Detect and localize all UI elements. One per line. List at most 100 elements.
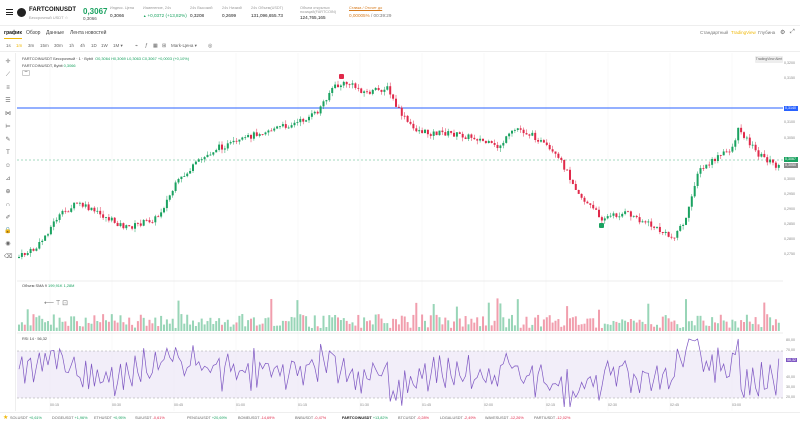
ticker-item[interactable]: DOGEUSDT +1,96%: [52, 416, 88, 420]
timeframe-15m[interactable]: 15m: [40, 43, 49, 48]
volume-bar: [516, 299, 519, 331]
tab-chart[interactable]: график: [4, 30, 22, 39]
candle-body: [635, 215, 638, 218]
rsi-line: [18, 338, 780, 408]
timeframe-1d[interactable]: 1D: [91, 43, 97, 48]
timeframe-1h[interactable]: 1h: [69, 43, 75, 48]
channel-icon[interactable]: ☰: [5, 98, 11, 104]
timeframe-4h[interactable]: 4h: [80, 43, 86, 48]
star-icon[interactable]: ★: [3, 415, 9, 421]
stat-low-24h: 24ч Низкий 0,2699: [222, 6, 242, 18]
volume-bar: [444, 317, 447, 331]
candle-body: [490, 141, 493, 143]
magnet-icon[interactable]: ∩: [5, 202, 11, 208]
volume-bar: [308, 326, 310, 331]
trendline-icon[interactable]: ⟋: [5, 72, 11, 78]
ticker-item[interactable]: WAVESUSDT -12,26%: [485, 416, 524, 420]
volume-bar: [209, 317, 212, 331]
candle-body: [241, 137, 244, 140]
price-chart[interactable]: [17, 53, 783, 411]
ticker-item[interactable]: PENGUUSDT +20,69%: [187, 416, 227, 420]
trash-icon[interactable]: ⌫: [4, 254, 13, 260]
candle-body: [696, 173, 699, 186]
candle-body: [511, 130, 513, 134]
brush-icon[interactable]: ✎: [5, 137, 11, 143]
price-type-select[interactable]: Mark-Цена ▾: [171, 43, 197, 48]
expand-icon[interactable]: ⤢: [790, 29, 795, 35]
volume-bar: [241, 314, 244, 331]
candle-body: [139, 223, 142, 226]
symbol-name[interactable]: FARTCOINUSDT: [29, 7, 76, 13]
timeframe-3m[interactable]: 3m: [28, 43, 35, 48]
ruler-icon[interactable]: ⊿: [5, 176, 11, 182]
time-tick: 01:45: [422, 403, 431, 407]
candle-body: [339, 85, 342, 88]
timeframe-1m[interactable]: 1m: [16, 43, 23, 48]
indicators-icon[interactable]: ƒ: [145, 42, 148, 49]
view-standard[interactable]: Стандартный: [700, 30, 729, 35]
candle-body: [627, 211, 629, 213]
candle-body: [777, 164, 780, 168]
candle-style-icon[interactable]: ▦: [153, 42, 158, 49]
chart-type-icon[interactable]: ⌁: [135, 42, 139, 49]
timeframe-1s[interactable]: 1s: [6, 43, 11, 48]
ticker-item[interactable]: SOLUSDT +0,61%: [10, 416, 42, 420]
tradingview-badge[interactable]: TradingView Alert: [755, 56, 783, 63]
stay-drawing-icon[interactable]: ✐: [5, 215, 11, 221]
candle-body: [638, 217, 641, 223]
candle-body: [763, 153, 766, 158]
volume-bar: [745, 314, 748, 331]
volume-bar: [380, 318, 383, 331]
hline-icon[interactable]: ≡: [6, 85, 10, 91]
menu-icon[interactable]: [6, 9, 13, 15]
candle-body: [165, 199, 168, 209]
volume-bar: [58, 317, 61, 331]
volume-bar: [313, 315, 316, 331]
candle-body: [145, 219, 148, 221]
ticker-item[interactable]: LDGALUSDT -2,49%: [440, 416, 476, 420]
zoom-icon[interactable]: ⊕: [5, 189, 11, 195]
volume-bar: [339, 320, 342, 331]
ticker-item-current[interactable]: FARTCOINUSDT +13,82%: [342, 416, 388, 420]
candle-body: [279, 126, 281, 128]
ticker-item[interactable]: BOMEUSDT -14,69%: [238, 416, 275, 420]
ticker-item[interactable]: PARTIUSDT -12,02%: [534, 416, 571, 420]
collapse-legend-button[interactable]: ‒: [22, 70, 30, 76]
candle-body: [142, 219, 145, 226]
candle-body: [32, 248, 35, 251]
tab-overview[interactable]: Обзор: [26, 30, 41, 36]
lock-icon[interactable]: 🔒: [4, 228, 12, 234]
stat-funding[interactable]: Ставка / Отсчет до 0,00005% / 00:39:29: [349, 6, 392, 18]
tab-news[interactable]: Лента новостей: [70, 30, 107, 36]
volume-bar: [23, 324, 26, 331]
floating-draw-tools[interactable]: ⟵ ⟙ ⊡: [44, 300, 68, 307]
compare-icon[interactable]: ⊞: [162, 42, 167, 49]
fib-icon[interactable]: ⊨: [5, 124, 11, 130]
pattern-icon[interactable]: ⋈: [5, 111, 11, 117]
ticker-item[interactable]: BNBUSDT -0,47%: [295, 416, 327, 420]
text-icon[interactable]: T: [6, 150, 10, 156]
volume-bar: [687, 321, 690, 331]
contract-type[interactable]: Бессрочный USDT ☆: [29, 15, 69, 20]
volume-bar: [345, 320, 348, 331]
view-tradingview[interactable]: TradingView: [731, 30, 756, 35]
ticker-item[interactable]: SUIUSDT -0,61%: [135, 416, 165, 420]
ticker-item[interactable]: ETHUSDT +0,95%: [94, 416, 126, 420]
candle-body: [203, 157, 206, 160]
timeframe-1mo[interactable]: 1M ▾: [113, 43, 123, 48]
timeframe-30m[interactable]: 30m: [54, 43, 63, 48]
volume-bar: [18, 324, 20, 331]
camera-icon[interactable]: ◎: [208, 42, 213, 49]
volume-bar: [424, 320, 426, 331]
tab-data[interactable]: Данные: [46, 30, 65, 36]
candle-body: [116, 222, 119, 227]
emoji-icon[interactable]: ☺: [4, 163, 12, 169]
crosshair-icon[interactable]: ✛: [5, 59, 11, 65]
volume-bar: [189, 324, 192, 331]
volume-bar: [293, 317, 296, 331]
ticker-item[interactable]: BTCUSDT -0,28%: [398, 416, 429, 420]
settings-icon[interactable]: ⚙: [780, 30, 786, 36]
eye-icon[interactable]: ◉: [5, 241, 11, 247]
view-depth[interactable]: Глубина: [758, 30, 776, 35]
timeframe-1w[interactable]: 1W: [101, 43, 108, 48]
